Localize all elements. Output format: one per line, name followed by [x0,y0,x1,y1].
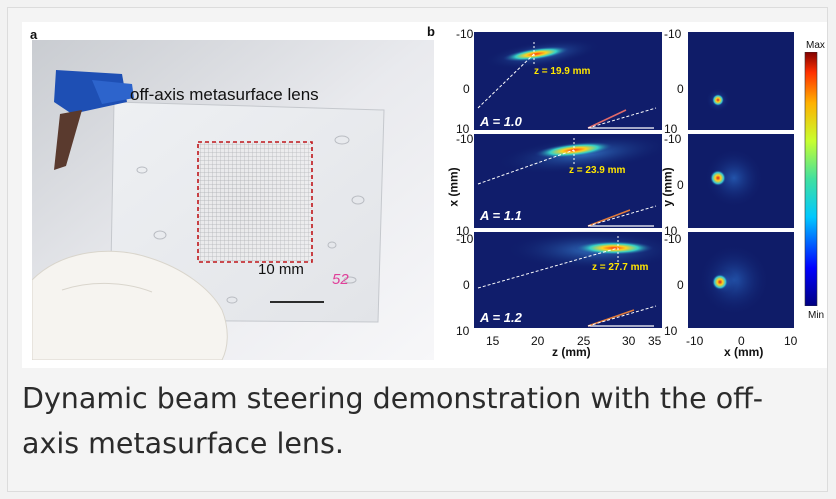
xz-ylabel: x (mm) [446,167,461,207]
xz-map-row-3 [474,230,662,328]
focal-distance-label-row-2: z = 23.9 mm [569,165,626,176]
handwritten-mark: 52 [332,271,349,288]
xz-intensity-maps [474,32,662,328]
xz-ytick-r1-top: -10 [456,27,474,41]
xy-ytick-r3-top: -10 [664,232,682,246]
xz-xtick-30: 30 [622,334,636,348]
colorbar-max-label: Max [806,40,825,51]
xy-ytick-r2-bot: 10 [664,224,678,238]
xz-ytick-r2-top: -10 [456,132,474,146]
xz-ytick-r1-mid: 0 [463,82,470,96]
xy-ytick-r1-mid: 0 [677,82,684,96]
lens-photo [32,40,434,360]
xy-map-row-3 [688,232,794,328]
scale-bar-label: 10 mm [258,261,304,278]
panel-b-letter: b [427,24,435,39]
xz-xtick-15: 15 [486,334,500,348]
xz-xtick-35: 35 [648,334,662,348]
xy-ytick-r3-mid: 0 [677,278,684,292]
xy-ytick-r3-bot: 10 [664,324,678,338]
xy-ytick-r1-bot: 10 [664,122,678,136]
xz-map-row-2 [474,133,662,228]
xy-ytick-r1-top: -10 [664,27,682,41]
xz-ytick-r2-bot: 10 [456,224,470,238]
focal-distance-label-row-1: z = 19.9 mm [534,66,591,77]
xz-xtick-25: 25 [577,334,591,348]
xz-xtick-20: 20 [531,334,545,348]
xy-intensity-maps [688,32,794,328]
a-value-label-row-2: A = 1.1 [480,208,522,223]
xz-ytick-r3-mid: 0 [463,278,470,292]
xz-xlabel: z (mm) [552,345,591,359]
xy-map-row-2 [688,134,794,228]
xz-ytick-r3-bot: 10 [456,324,470,338]
xy-xtick-0: 0 [738,334,745,348]
lens-label: off-axis metasurface lens [130,85,319,104]
xy-xtick-10: 10 [784,334,798,348]
xz-ytick-r3-top: -10 [456,232,474,246]
a-value-label-row-1: A = 1.0 [480,114,522,129]
colorbar-min-label: Min [808,310,825,321]
focal-distance-label-row-3: z = 27.7 mm [592,262,649,273]
a-value-label-row-3: A = 1.2 [480,310,522,325]
figure: a [22,22,827,368]
xy-ytick-r2-mid: 0 [677,178,684,192]
xy-ylabel: y (mm) [660,167,675,207]
panel-a-letter: a [30,27,38,42]
xy-ytick-r2-top: -10 [664,132,682,146]
xz-map-row-1 [474,32,662,130]
xy-map-row-1 [688,32,794,130]
xy-xlabel: x (mm) [724,345,764,359]
figure-caption: Dynamic beam steering demonstration with… [22,382,764,460]
xy-xtick-neg10: -10 [686,334,704,348]
colorbar [804,52,818,306]
xz-ytick-r1-bot: 10 [456,122,470,136]
